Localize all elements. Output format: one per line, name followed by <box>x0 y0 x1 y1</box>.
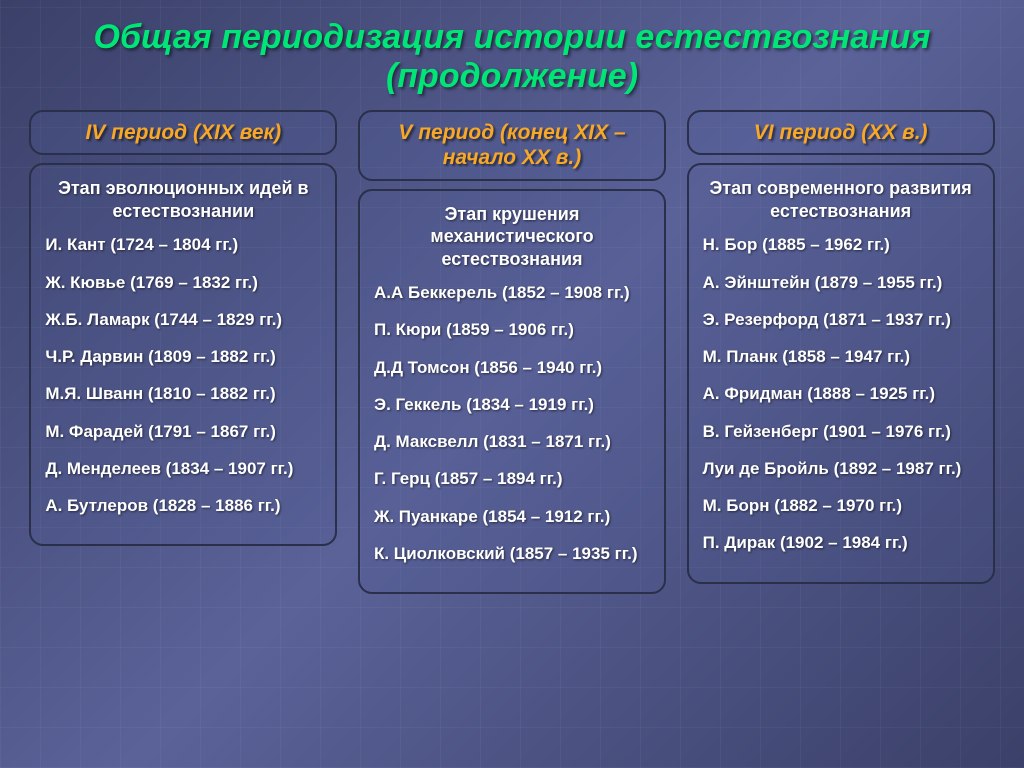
person-item: Э. Геккель (1834 – 1919 гг.) <box>374 394 650 415</box>
person-item: В. Гейзенберг (1901 – 1976 гг.) <box>703 421 979 442</box>
slide-title: Общая периодизация истории естествознани… <box>0 0 1024 100</box>
person-item: М. Борн (1882 – 1970 гг.) <box>703 495 979 516</box>
person-item: А. Эйнштейн (1879 – 1955 гг.) <box>703 272 979 293</box>
person-item: П. Кюри (1859 – 1906 гг.) <box>374 319 650 340</box>
person-item: Д.Д Томсон (1856 – 1940 гг.) <box>374 357 650 378</box>
person-item: И. Кант (1724 – 1804 гг.) <box>45 234 321 255</box>
columns-container: IV период (XIX век) Этап эволюционных ид… <box>0 100 1024 594</box>
column-period-5: V период (конец XIX – начало XX в.) Этап… <box>358 110 666 594</box>
period-body-6: Этап современного развития естествознани… <box>687 163 995 583</box>
stage-label-5: Этап крушения механистического естествоз… <box>374 203 650 271</box>
period-body-4: Этап эволюционных идей в естествознании … <box>29 163 337 546</box>
person-item: Ж. Кювье (1769 – 1832 гг.) <box>45 272 321 293</box>
column-period-6: VI период (XX в.) Этап современного разв… <box>687 110 995 594</box>
person-item: П. Дирак (1902 – 1984 гг.) <box>703 532 979 553</box>
period-header-6: VI период (XX в.) <box>687 110 995 155</box>
period-header-5: V период (конец XIX – начало XX в.) <box>358 110 666 180</box>
person-item: Д. Максвелл (1831 – 1871 гг.) <box>374 431 650 452</box>
person-item: М.Я. Шванн (1810 – 1882 гг.) <box>45 383 321 404</box>
person-item: Ж.Б. Ламарк (1744 – 1829 гг.) <box>45 309 321 330</box>
person-item: Луи де Бройль (1892 – 1987 гг.) <box>703 458 979 479</box>
person-item: А. Бутлеров (1828 – 1886 гг.) <box>45 495 321 516</box>
person-item: Ч.Р. Дарвин (1809 – 1882 гг.) <box>45 346 321 367</box>
person-item: М. Фарадей (1791 – 1867 гг.) <box>45 421 321 442</box>
person-item: А. Фридман (1888 – 1925 гг.) <box>703 383 979 404</box>
period-body-5: Этап крушения механистического естествоз… <box>358 189 666 595</box>
person-item: Н. Бор (1885 – 1962 гг.) <box>703 234 979 255</box>
person-item: Ж. Пуанкаре (1854 – 1912 гг.) <box>374 506 650 527</box>
person-item: М. Планк (1858 – 1947 гг.) <box>703 346 979 367</box>
stage-label-6: Этап современного развития естествознани… <box>703 177 979 222</box>
column-period-4: IV период (XIX век) Этап эволюционных ид… <box>29 110 337 594</box>
person-item: К. Циолковский (1857 – 1935 гг.) <box>374 543 650 564</box>
person-item: Д. Менделеев (1834 – 1907 гг.) <box>45 458 321 479</box>
stage-label-4: Этап эволюционных идей в естествознании <box>45 177 321 222</box>
person-item: А.А Беккерель (1852 – 1908 гг.) <box>374 282 650 303</box>
person-item: Э. Резерфорд (1871 – 1937 гг.) <box>703 309 979 330</box>
person-item: Г. Герц (1857 – 1894 гг.) <box>374 468 650 489</box>
period-header-4: IV период (XIX век) <box>29 110 337 155</box>
